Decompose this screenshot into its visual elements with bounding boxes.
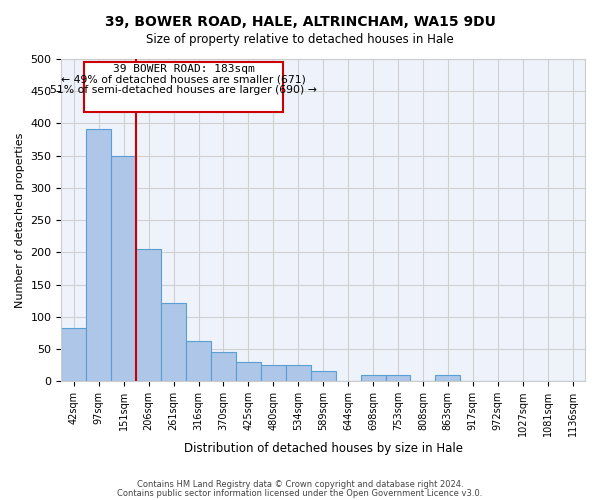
Text: ← 49% of detached houses are smaller (671): ← 49% of detached houses are smaller (67… <box>61 74 306 85</box>
Bar <box>560 380 585 381</box>
FancyBboxPatch shape <box>84 62 283 112</box>
Text: Contains HM Land Registry data © Crown copyright and database right 2024.: Contains HM Land Registry data © Crown c… <box>137 480 463 489</box>
Text: Contains public sector information licensed under the Open Government Licence v3: Contains public sector information licen… <box>118 488 482 498</box>
Bar <box>386 375 410 381</box>
Text: 39, BOWER ROAD, HALE, ALTRINCHAM, WA15 9DU: 39, BOWER ROAD, HALE, ALTRINCHAM, WA15 9… <box>104 15 496 29</box>
X-axis label: Distribution of detached houses by size in Hale: Distribution of detached houses by size … <box>184 442 463 455</box>
Bar <box>111 156 136 381</box>
Bar <box>236 362 261 381</box>
Bar <box>361 375 386 381</box>
Bar <box>86 128 111 381</box>
Text: Size of property relative to detached houses in Hale: Size of property relative to detached ho… <box>146 32 454 46</box>
Y-axis label: Number of detached properties: Number of detached properties <box>15 132 25 308</box>
Bar <box>186 340 211 381</box>
Bar <box>436 375 460 381</box>
Bar <box>261 365 286 381</box>
Bar <box>311 371 335 381</box>
Bar <box>161 302 186 381</box>
Bar <box>286 365 311 381</box>
Bar <box>136 249 161 381</box>
Text: 51% of semi-detached houses are larger (690) →: 51% of semi-detached houses are larger (… <box>50 85 317 95</box>
Text: 39 BOWER ROAD: 183sqm: 39 BOWER ROAD: 183sqm <box>113 64 254 74</box>
Bar <box>61 328 86 381</box>
Bar <box>211 352 236 381</box>
